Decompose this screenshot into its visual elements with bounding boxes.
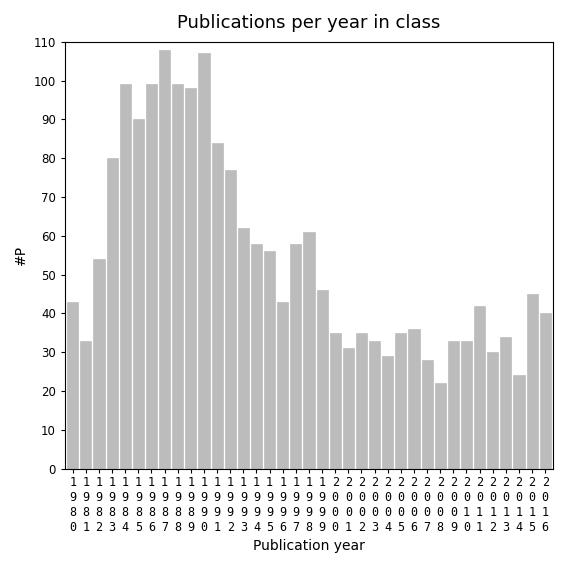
Bar bbox=[527, 294, 538, 468]
Bar bbox=[540, 314, 551, 468]
Bar bbox=[67, 302, 78, 468]
Bar bbox=[172, 84, 183, 468]
Bar bbox=[198, 53, 210, 468]
X-axis label: Publication year: Publication year bbox=[253, 539, 365, 553]
Bar bbox=[185, 88, 196, 468]
Bar bbox=[277, 302, 288, 468]
Y-axis label: #P: #P bbox=[14, 245, 28, 265]
Bar bbox=[343, 348, 354, 468]
Bar bbox=[448, 341, 459, 468]
Bar bbox=[303, 232, 315, 468]
Bar bbox=[94, 259, 104, 468]
Bar bbox=[316, 290, 328, 468]
Bar bbox=[146, 84, 157, 468]
Bar bbox=[290, 244, 302, 468]
Bar bbox=[356, 333, 367, 468]
Bar bbox=[238, 228, 249, 468]
Bar bbox=[408, 329, 420, 468]
Bar bbox=[500, 337, 511, 468]
Bar bbox=[225, 170, 236, 468]
Bar bbox=[474, 306, 485, 468]
Bar bbox=[120, 84, 131, 468]
Title: Publications per year in class: Publications per year in class bbox=[177, 14, 441, 32]
Bar bbox=[133, 120, 144, 468]
Bar bbox=[435, 383, 446, 468]
Bar bbox=[421, 360, 433, 468]
Bar bbox=[211, 143, 223, 468]
Bar bbox=[487, 352, 498, 468]
Bar bbox=[369, 341, 380, 468]
Bar bbox=[81, 341, 91, 468]
Bar bbox=[329, 333, 341, 468]
Bar bbox=[382, 356, 393, 468]
Bar bbox=[461, 341, 472, 468]
Bar bbox=[107, 158, 118, 468]
Bar bbox=[264, 251, 275, 468]
Bar bbox=[251, 244, 262, 468]
Bar bbox=[159, 49, 170, 468]
Bar bbox=[395, 333, 407, 468]
Bar bbox=[513, 375, 524, 468]
